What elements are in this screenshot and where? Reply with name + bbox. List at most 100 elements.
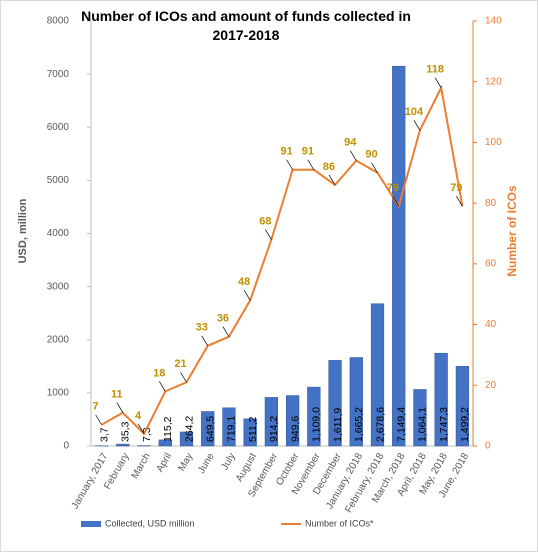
leader-line — [456, 195, 463, 207]
leader-line — [349, 150, 357, 161]
leader-line — [328, 174, 336, 186]
y-axis-title: USD, million — [17, 198, 29, 263]
leader-line — [222, 326, 230, 337]
y2-tick-label: 40 — [485, 319, 497, 330]
bar-value-label: 511,2 — [247, 416, 259, 442]
y2-tick-label: 20 — [485, 380, 497, 391]
bar-value-label: 1,109,0 — [311, 407, 323, 442]
bar-value-label: 719,1 — [226, 416, 238, 442]
bar-value-label: 115,2 — [162, 416, 174, 442]
leader-line — [95, 414, 102, 425]
line-value-label: 90 — [365, 149, 377, 161]
x-tick-label: June — [196, 451, 217, 476]
bar-value-label: 7,3 — [141, 427, 153, 442]
y-tick-label: 8000 — [47, 16, 70, 27]
bar — [307, 386, 321, 447]
chart-title: Number of ICOs and amount of funds colle… — [81, 8, 411, 43]
leader-line — [392, 195, 400, 207]
line-value-label: 36 — [217, 313, 229, 325]
bar — [179, 431, 194, 447]
y-tick-label: 0 — [63, 441, 69, 452]
line-value-label: 48 — [238, 276, 250, 288]
bar — [158, 439, 172, 447]
line — [101, 84, 464, 436]
bar — [264, 397, 279, 447]
y-tick-label: 6000 — [47, 122, 70, 133]
x-tick-label: July — [219, 451, 237, 472]
bar-value-label: 914,2 — [268, 416, 280, 442]
leader-line — [137, 423, 145, 435]
legend-label: Number of ICOs* — [305, 518, 374, 528]
bar — [392, 65, 406, 447]
bar — [201, 411, 215, 447]
y-tick-label: 4000 — [47, 228, 70, 239]
line-value-label: 18 — [153, 367, 165, 379]
bar — [349, 357, 363, 447]
bar-value-label: 1,064,1 — [417, 407, 429, 442]
bar-value-label: 1,665,2 — [353, 407, 365, 442]
leader-line — [286, 159, 293, 170]
bar-value-label: 3,7 — [98, 427, 110, 442]
bar-value-label: 649,5 — [205, 416, 217, 442]
leader-line — [265, 229, 272, 240]
x-tick-label: April — [155, 451, 175, 474]
line-value-label: 94 — [344, 137, 357, 149]
leader-line — [180, 372, 187, 383]
y2-axis-title: Number of ICOs — [505, 185, 519, 277]
x-tick-label: May — [176, 451, 195, 473]
bar — [413, 389, 427, 447]
leader-line — [434, 77, 442, 88]
leader-line — [158, 381, 166, 392]
line-value-label: 4 — [135, 410, 142, 422]
line-value-label: 91 — [280, 146, 292, 158]
bar-value-label: 1,499,2 — [459, 407, 471, 442]
y-tick-label: 5000 — [47, 175, 70, 186]
line-value-label: 104 — [405, 106, 424, 118]
line-value-label: 11 — [111, 389, 123, 401]
leader-line — [307, 159, 315, 170]
y-tick-label: 3000 — [47, 281, 70, 292]
line-value-label: 33 — [196, 322, 208, 334]
y2-tick-label: 0 — [485, 441, 491, 452]
line-value-label: 91 — [302, 146, 314, 158]
y2-tick-label: 80 — [485, 198, 497, 209]
bar — [243, 418, 257, 447]
bar-value-label: 264,2 — [183, 416, 195, 442]
line-value-label: 79 — [387, 182, 399, 194]
bar — [222, 407, 236, 447]
bar-value-label: 35,3 — [120, 421, 132, 442]
bar — [455, 366, 470, 447]
bar — [328, 360, 342, 447]
y-tick-label: 7000 — [47, 69, 70, 80]
line-value-label: 21 — [174, 358, 186, 370]
bar-value-label: 2,678,6 — [374, 407, 386, 442]
line-value-label: 7 — [93, 401, 99, 413]
bar — [116, 443, 130, 447]
y2-tick-label: 140 — [485, 16, 502, 27]
bar-value-label: 949,6 — [289, 416, 301, 442]
bar — [285, 395, 300, 447]
leader-line — [201, 335, 209, 347]
leader-line — [243, 290, 251, 301]
bar-value-label: 7,149,4 — [396, 407, 408, 442]
legend-swatch — [81, 521, 101, 527]
line-value-label: 68 — [259, 215, 271, 227]
bar — [370, 303, 385, 447]
y2-tick-label: 120 — [485, 76, 502, 87]
y2-tick-label: 100 — [485, 137, 502, 148]
bar-value-label: 1,611,9 — [332, 408, 344, 442]
leader-line — [413, 120, 421, 131]
y-tick-label: 2000 — [47, 334, 70, 345]
line-value-label: 79 — [450, 182, 462, 194]
line-value-label: 86 — [323, 161, 335, 173]
line-value-label: 118 — [426, 64, 444, 76]
bar-value-label: 1,747,3 — [438, 407, 450, 442]
y-tick-label: 1000 — [47, 388, 70, 399]
leader-line — [371, 162, 378, 173]
legend-label: Collected, USD million — [105, 518, 195, 528]
bar — [434, 352, 448, 447]
y2-tick-label: 60 — [485, 258, 497, 269]
leader-line — [116, 402, 124, 413]
